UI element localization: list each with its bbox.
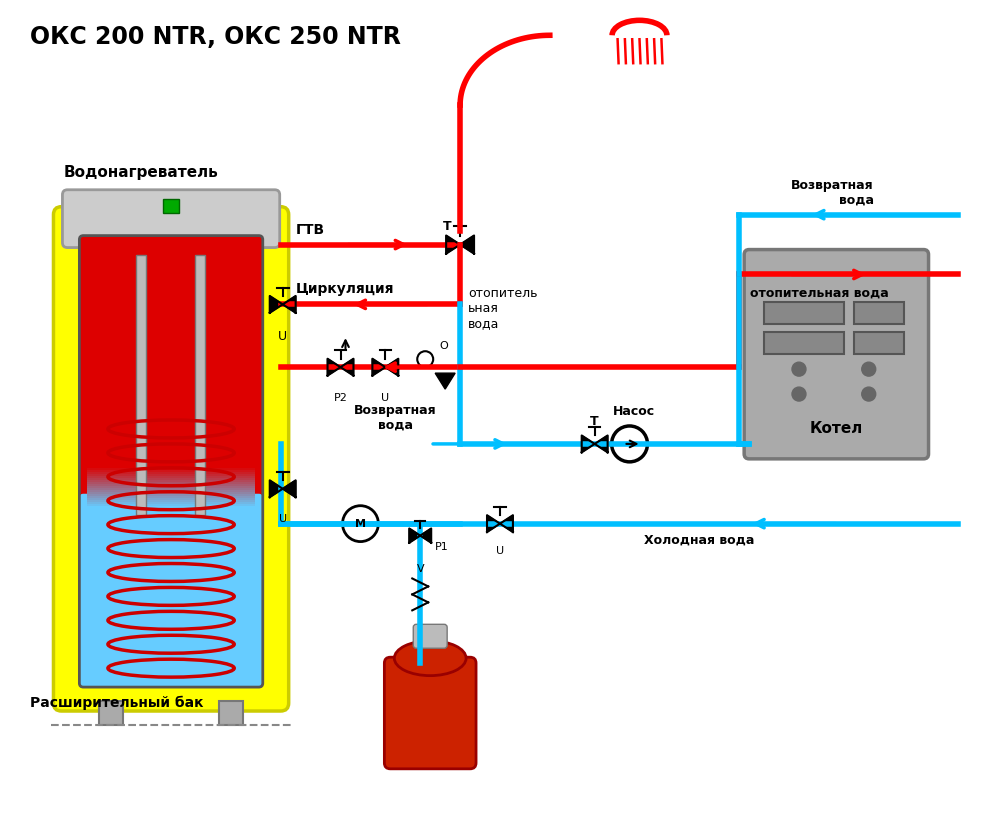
Bar — [88, 484, 255, 485]
Circle shape — [342, 505, 379, 541]
Polygon shape — [420, 529, 431, 543]
Text: ГТВ: ГТВ — [295, 223, 325, 237]
Bar — [88, 494, 255, 495]
Polygon shape — [409, 529, 420, 543]
Text: U: U — [278, 514, 286, 524]
Bar — [88, 476, 255, 478]
Text: Водонагреватель: Водонагреватель — [63, 165, 218, 180]
FancyBboxPatch shape — [413, 625, 447, 648]
Bar — [88, 504, 255, 505]
Bar — [854, 303, 903, 324]
Bar — [218, 701, 243, 725]
Polygon shape — [487, 515, 500, 532]
FancyBboxPatch shape — [744, 249, 929, 459]
Bar — [195, 254, 205, 515]
Text: Расширительный бак: Расширительный бак — [30, 696, 203, 711]
Bar — [88, 500, 255, 502]
Polygon shape — [446, 235, 461, 254]
Bar — [88, 492, 255, 494]
Bar — [88, 498, 255, 500]
Text: Насос: Насос — [612, 405, 654, 418]
Bar — [88, 468, 255, 470]
Circle shape — [792, 387, 806, 401]
Text: T: T — [443, 219, 452, 233]
Polygon shape — [340, 359, 353, 375]
Polygon shape — [500, 515, 513, 532]
Circle shape — [862, 362, 876, 376]
Bar — [88, 482, 255, 484]
Text: U: U — [278, 330, 287, 344]
FancyBboxPatch shape — [53, 207, 288, 711]
FancyBboxPatch shape — [80, 494, 263, 687]
Text: T: T — [590, 415, 599, 428]
Bar — [88, 478, 255, 480]
Bar — [88, 495, 255, 498]
Text: O: O — [439, 341, 448, 351]
Bar — [88, 502, 255, 504]
Polygon shape — [282, 296, 295, 313]
Polygon shape — [270, 480, 282, 497]
Circle shape — [862, 387, 876, 401]
FancyBboxPatch shape — [385, 657, 476, 769]
Polygon shape — [372, 359, 386, 375]
Text: отопитель
ьная
вода: отопитель ьная вода — [468, 288, 537, 330]
Bar — [765, 332, 844, 354]
Bar — [88, 470, 255, 472]
Text: M: M — [355, 519, 366, 529]
Bar — [88, 480, 255, 482]
Circle shape — [417, 351, 433, 367]
Bar — [99, 701, 123, 725]
Bar — [136, 254, 147, 515]
Bar — [163, 198, 179, 213]
Bar — [88, 485, 255, 488]
FancyBboxPatch shape — [80, 236, 263, 518]
Polygon shape — [582, 435, 594, 452]
Polygon shape — [386, 359, 399, 375]
Text: ОКС 200 NTR, ОКС 250 NTR: ОКС 200 NTR, ОКС 250 NTR — [30, 25, 400, 49]
Bar — [88, 474, 255, 476]
Text: U: U — [381, 393, 390, 403]
Text: V: V — [416, 564, 424, 574]
FancyBboxPatch shape — [62, 190, 279, 248]
Bar — [88, 488, 255, 490]
Text: U: U — [496, 545, 504, 555]
Bar — [88, 490, 255, 492]
Ellipse shape — [395, 641, 466, 676]
Text: Котел: Котел — [809, 421, 862, 436]
Text: Возвратная
вода: Возвратная вода — [354, 404, 437, 432]
Circle shape — [612, 426, 647, 462]
Polygon shape — [594, 435, 607, 452]
Text: P1: P1 — [435, 541, 449, 551]
Polygon shape — [282, 480, 295, 497]
Text: P2: P2 — [334, 393, 347, 403]
Bar — [88, 472, 255, 474]
Text: отопительная вода: отопительная вода — [750, 286, 889, 299]
Polygon shape — [461, 235, 474, 254]
Polygon shape — [435, 373, 456, 389]
Circle shape — [792, 362, 806, 376]
Polygon shape — [328, 359, 340, 375]
Text: Возвратная
вода: Возвратная вода — [791, 178, 874, 207]
Bar — [765, 303, 844, 324]
Polygon shape — [270, 296, 282, 313]
Text: Циркуляция: Циркуляция — [295, 283, 395, 296]
Text: Холодная вода: Холодная вода — [645, 534, 755, 546]
Bar — [854, 332, 903, 354]
Bar — [88, 505, 255, 508]
